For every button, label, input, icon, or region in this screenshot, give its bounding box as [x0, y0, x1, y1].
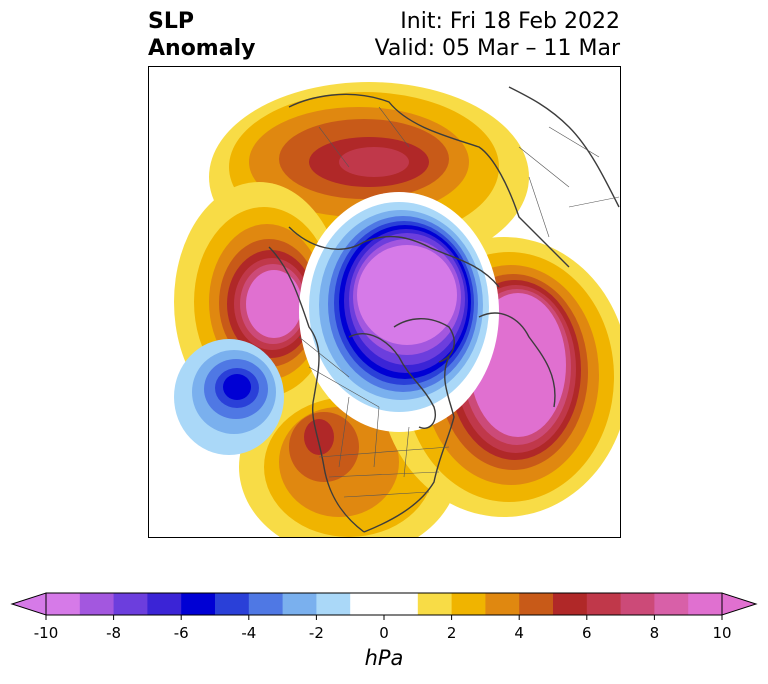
borders [298, 106, 620, 498]
north-pacific-low-anomaly [174, 339, 284, 455]
title-left: SLP Anomaly [148, 8, 255, 62]
colorbar-bin [451, 593, 486, 615]
colorbar-bin [350, 593, 419, 615]
colorbar-tick-label: -2 [308, 624, 324, 642]
colorbar-tick-label: 4 [514, 624, 524, 642]
colorbar [10, 592, 758, 620]
colorbar-bin [485, 593, 520, 615]
colorbar-tick-label: -6 [173, 624, 189, 642]
coastlines [268, 86, 620, 533]
valid-dates: Valid: 05 Mar – 11 Mar [374, 36, 620, 61]
colorbar-bin [417, 593, 453, 615]
colorbar-bin [586, 593, 622, 615]
map-svg [174, 82, 620, 537]
colorbar-bin [654, 593, 689, 615]
field-type: Anomaly [148, 36, 256, 61]
init-date: Init: Fri 18 Feb 2022 [400, 9, 620, 34]
colorbar-tick-label: 10 [712, 624, 732, 642]
colorbar-tick-label: 0 [379, 624, 389, 642]
colorbar-bin [282, 593, 317, 615]
colorbar-bin [553, 593, 588, 615]
colorbar-bin [79, 593, 115, 615]
colorbar-bin [248, 593, 284, 615]
colorbar-bin [181, 593, 216, 615]
title-right: Init: Fri 18 Feb 2022 Valid: 05 Mar – 11… [375, 8, 620, 62]
arctic-low-anomaly [299, 192, 499, 432]
colorbar-unit: hPa [364, 646, 404, 670]
colorbar-bin [688, 593, 723, 615]
colorbar-tick-label: 2 [446, 624, 457, 642]
colorbar-tick-label: -8 [106, 624, 122, 642]
colorbar-tick-label: 6 [582, 624, 592, 642]
colorbar-extend-high [721, 592, 758, 616]
colorbar-tick-label: 8 [649, 624, 660, 642]
colorbar-bin [147, 593, 182, 615]
colorbar-bin [316, 593, 351, 615]
colorbar-bin [620, 593, 655, 615]
colorbar-bin [113, 593, 148, 615]
anomaly-map [148, 66, 621, 538]
colorbar-tick-label: -10 [33, 624, 59, 642]
colorbar-bin [519, 593, 554, 615]
colorbar-bin [215, 593, 250, 615]
field-name: SLP [148, 9, 194, 34]
colorbar-tick-label: -4 [241, 624, 257, 642]
colorbar-extend-low [10, 592, 47, 616]
colorbar-bin [46, 593, 81, 615]
